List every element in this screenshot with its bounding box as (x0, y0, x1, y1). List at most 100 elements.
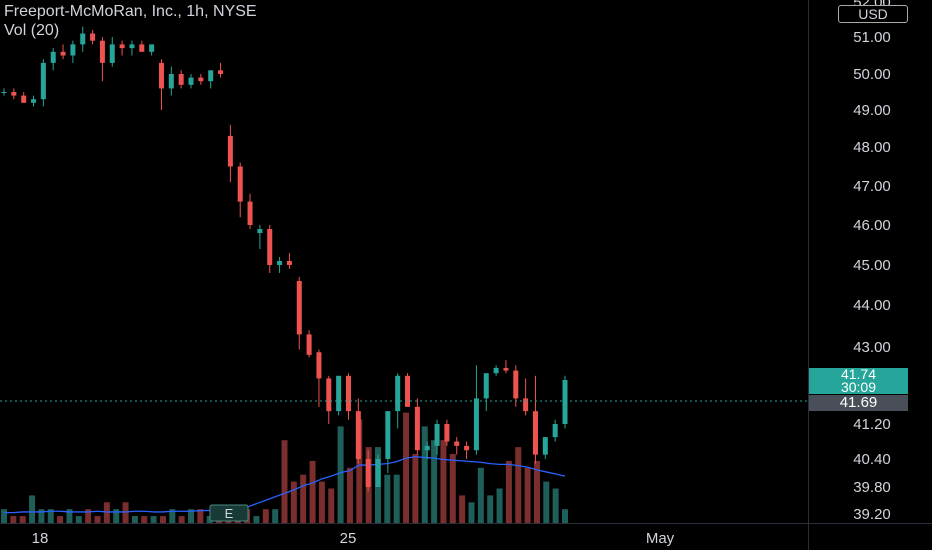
candle-body (434, 424, 440, 446)
price-label: 43.00 (853, 339, 891, 356)
volume-bar (38, 509, 45, 523)
volume-bar (290, 481, 297, 523)
last-price-value: 41.74 (840, 366, 877, 382)
volume-bar (309, 460, 316, 523)
price-label: 47.00 (853, 178, 891, 195)
candle-body (237, 166, 243, 202)
time-label: May (646, 530, 675, 547)
volume-bar (159, 516, 166, 523)
candle-body (385, 411, 391, 459)
volume-bar (505, 460, 512, 523)
price-label: 44.00 (853, 297, 891, 314)
candle-body (70, 44, 76, 56)
price-label: 39.80 (853, 479, 891, 496)
price-axis: 52.0051.0050.0049.0048.0047.0046.0045.00… (853, 0, 891, 523)
volume-bar (262, 509, 269, 523)
candle-body (464, 445, 470, 451)
volume-bar (421, 426, 428, 523)
volume-bar (85, 509, 92, 523)
volume-bar (131, 516, 138, 523)
candle-body (345, 375, 351, 412)
price-label: 51.00 (853, 29, 891, 46)
volume-bar (449, 454, 456, 523)
volume-bar (94, 516, 101, 523)
candle-body (286, 261, 292, 265)
candle-body (493, 367, 499, 374)
candle-body (178, 74, 184, 85)
volume-bar (57, 516, 64, 523)
volume-bar (150, 516, 157, 523)
volume-bar (178, 516, 185, 523)
price-label: 50.00 (853, 66, 891, 83)
volume-bar (272, 509, 279, 523)
candle-body (503, 367, 509, 371)
candle-body (208, 70, 214, 82)
earnings-marker[interactable]: E (209, 504, 249, 522)
candle-body (454, 441, 460, 446)
candle-body (99, 40, 105, 63)
price-label: 45.00 (853, 257, 891, 274)
candle-body (542, 437, 548, 455)
candle-body (60, 51, 66, 56)
candles (1, 26, 568, 492)
price-label: 49.00 (853, 102, 891, 119)
candle-body (473, 398, 479, 451)
volume-bar (533, 460, 540, 523)
price-label: 46.00 (853, 217, 891, 234)
volume-bar (477, 467, 484, 523)
time-label: 25 (340, 530, 357, 547)
earnings-marker-label: E (225, 506, 234, 521)
candle-body (40, 62, 46, 100)
candle-body (267, 229, 273, 265)
volume-bar (169, 509, 176, 523)
volume-ma-line (4, 456, 566, 514)
volume-indicator-label[interactable]: Vol (20) (4, 22, 60, 39)
candle-body (316, 352, 322, 379)
volume-bar (459, 495, 466, 523)
volume-bar (253, 516, 260, 523)
volume-bar (431, 440, 438, 523)
volume-bar (66, 509, 73, 523)
price-label: 40.40 (853, 451, 891, 468)
candle-body (158, 62, 164, 89)
candle-body (257, 229, 263, 233)
volume-bar (496, 488, 503, 523)
volume-bar (403, 412, 410, 523)
time-label: 18 (32, 530, 49, 547)
volume-bar (141, 516, 148, 523)
candle-body (90, 33, 96, 41)
candle-body (375, 459, 381, 487)
volume-bar (47, 509, 54, 523)
currency-button[interactable]: USD (838, 5, 908, 23)
symbol-title: Freeport-McMoRan, Inc., 1h, NYSE (4, 3, 257, 20)
candle-body (444, 424, 450, 442)
candle-body (523, 398, 529, 412)
volume-bar (281, 440, 288, 523)
volume-bar (552, 488, 559, 523)
volume-bar (113, 509, 120, 523)
candle-body (247, 201, 253, 225)
candle-body (139, 44, 145, 52)
candle-body (21, 95, 27, 103)
candle-body (50, 51, 56, 63)
candle-body (405, 375, 411, 407)
volume-bar (188, 509, 194, 523)
volume-bar (384, 474, 391, 523)
candle-body (1, 92, 7, 93)
candle-body (31, 99, 37, 103)
candle-body (119, 44, 125, 49)
volume-bar (346, 467, 353, 523)
crosshair-price-value: 41.69 (839, 394, 878, 411)
candle-body (355, 411, 361, 459)
volume-bar (356, 419, 363, 523)
candle-body (188, 77, 194, 85)
volume-bar (440, 440, 447, 523)
candle-body (532, 411, 538, 455)
candle-body (149, 44, 155, 52)
candle-body (218, 70, 224, 74)
candle-body (129, 44, 135, 49)
volume-bar (524, 467, 531, 523)
candle-body (326, 378, 332, 412)
candle-body (395, 375, 401, 412)
